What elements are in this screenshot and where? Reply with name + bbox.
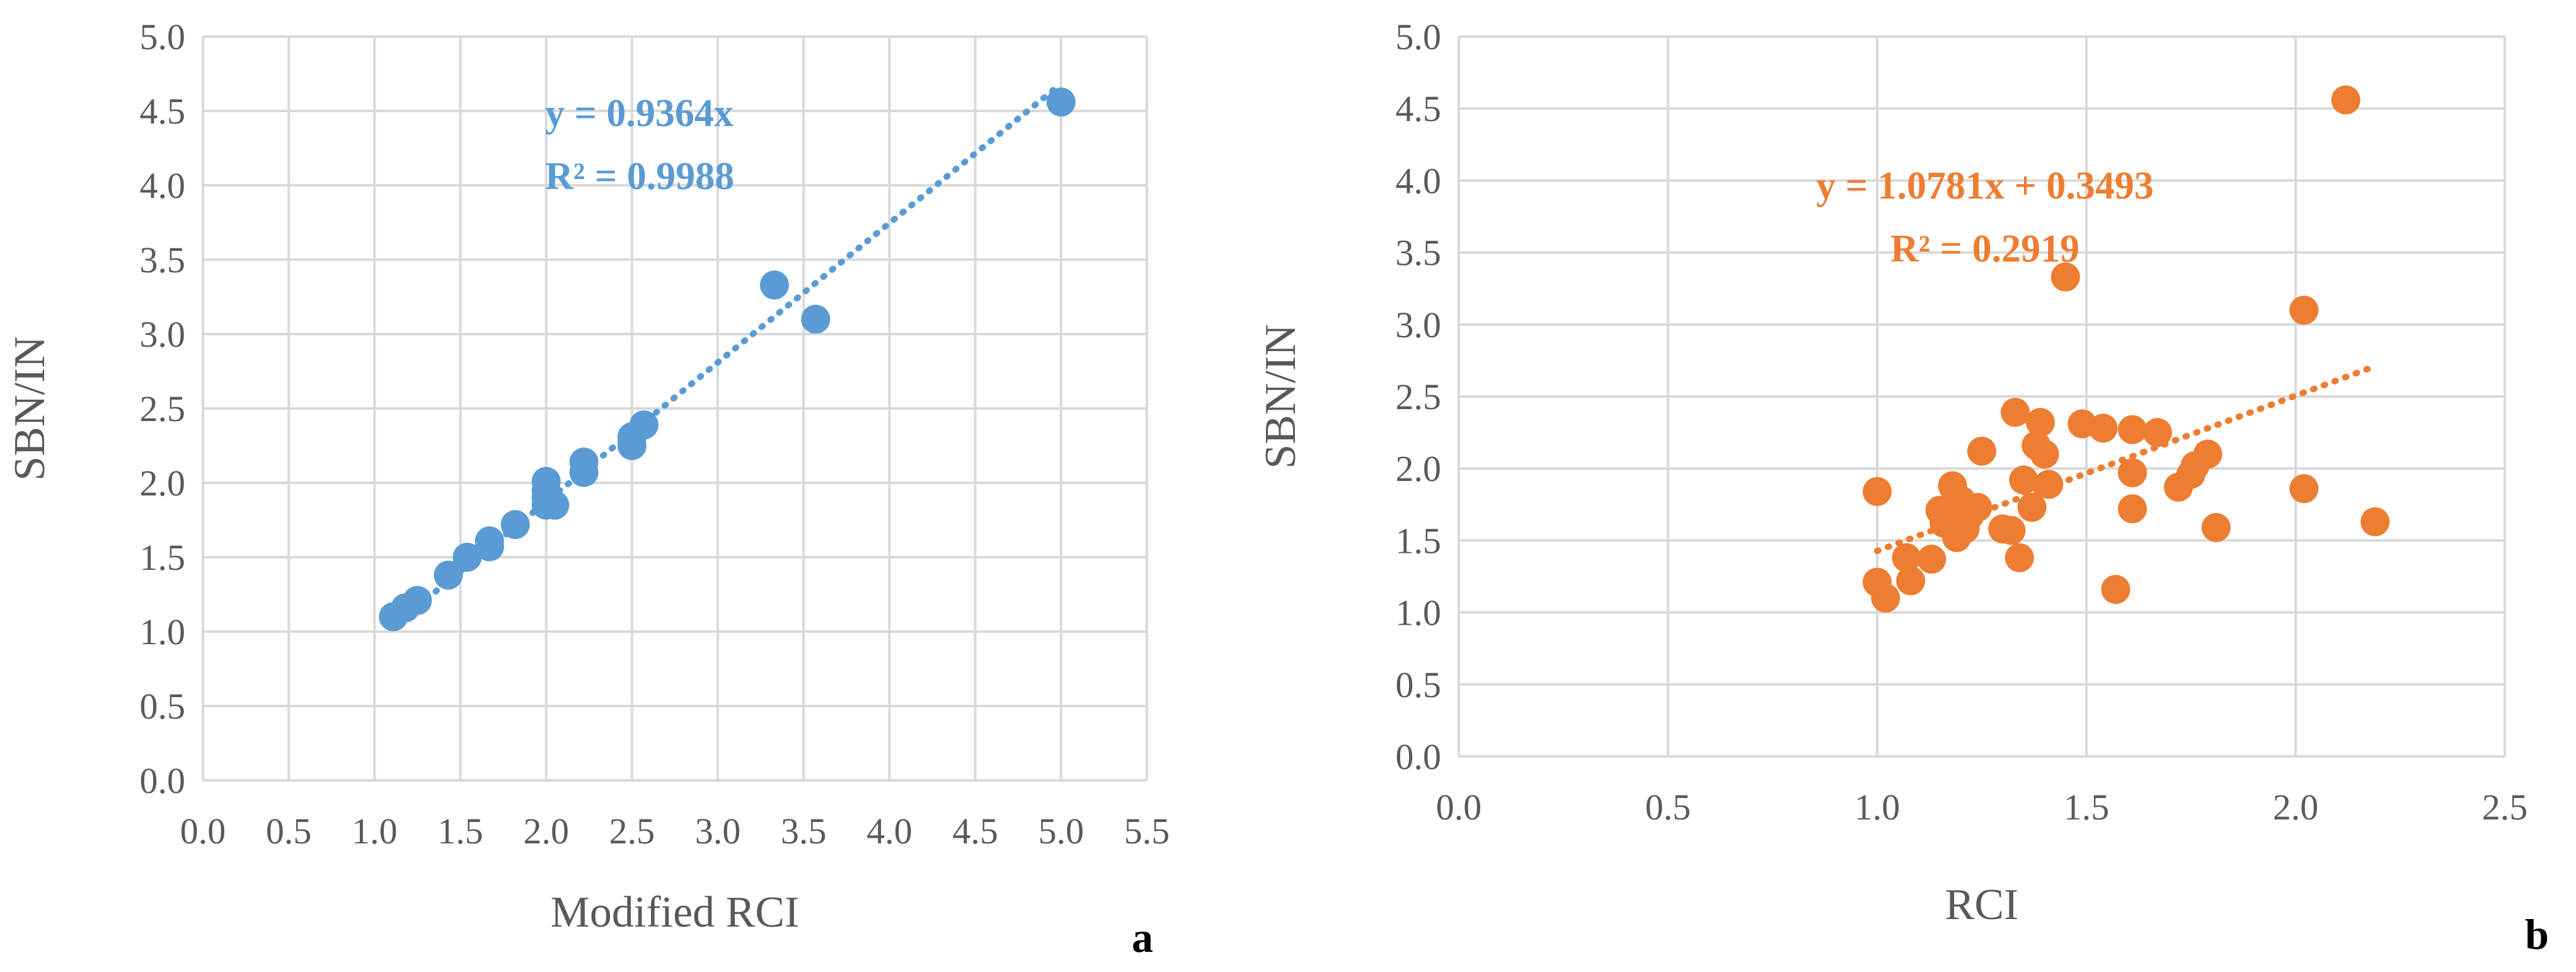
- trendline: [388, 81, 1064, 630]
- data-point: [2009, 465, 2038, 495]
- data-point: [2193, 439, 2222, 469]
- x-tick-label: 1.5: [437, 811, 483, 852]
- y-tick-label: 4.5: [1396, 88, 1442, 129]
- y-tick-label: 2.0: [1396, 448, 1442, 489]
- y-axis-title: SBN/IN: [1256, 324, 1305, 468]
- x-tick-label: 2.0: [2273, 787, 2319, 828]
- data-point: [434, 560, 463, 590]
- x-tick-label: 1.0: [352, 811, 398, 852]
- x-tick-label: 4.0: [866, 811, 912, 852]
- x-tick-label: 1.0: [1854, 787, 1900, 828]
- data-point: [629, 410, 658, 439]
- r-squared-label: R² = 0.2919: [1890, 228, 2079, 270]
- data-point: [500, 510, 530, 540]
- x-tick-label: 5.0: [1038, 811, 1084, 852]
- regression-equation: y = 0.9364x: [545, 92, 733, 135]
- x-axis-title: Modified RCI: [551, 888, 800, 937]
- data-point: [2201, 512, 2231, 542]
- y-tick-label: 3.5: [140, 240, 186, 281]
- data-point: [2034, 470, 2064, 499]
- r-squared-label: R² = 0.9988: [545, 155, 734, 198]
- data-point: [759, 270, 789, 300]
- data-point: [2030, 439, 2059, 469]
- data-point: [1896, 566, 1926, 596]
- y-tick-label: 5.0: [140, 16, 186, 57]
- y-axis-title: SBN/IN: [6, 336, 54, 480]
- y-tick-label: 4.0: [1396, 160, 1442, 201]
- x-axis-title: RCI: [1945, 881, 2019, 929]
- data-point: [2289, 474, 2319, 504]
- data-point: [540, 490, 570, 520]
- data-point: [452, 543, 482, 572]
- data-point: [2118, 494, 2148, 524]
- data-point: [1917, 545, 1946, 574]
- data-point: [2101, 575, 2130, 605]
- x-tick-label: 0.0: [1436, 787, 1482, 828]
- data-point: [2025, 408, 2055, 437]
- panel-letter: b: [2525, 910, 2549, 958]
- data-point: [1963, 492, 1992, 522]
- data-point: [1996, 516, 2026, 545]
- data-point: [2289, 295, 2319, 325]
- x-tick-label: 4.5: [952, 811, 998, 852]
- data-point: [2050, 262, 2080, 292]
- data-point: [531, 466, 561, 496]
- data-point: [2088, 414, 2118, 443]
- x-tick-label: 0.0: [180, 811, 226, 852]
- y-tick-label: 2.0: [140, 463, 186, 504]
- data-point: [1046, 87, 1076, 117]
- regression-equation: y = 1.0781x + 0.3493: [1816, 165, 2154, 207]
- data-point: [2331, 85, 2360, 115]
- data-point: [2017, 492, 2047, 522]
- y-tick-label: 4.5: [140, 91, 186, 132]
- y-tick-label: 5.0: [1396, 16, 1442, 57]
- chart-panel-a: 0.0 0.5 1.0 1.5 2.0 2.5 3.0 3.5 4.0 4.5 5.0 0.0 0.5 1…: [6, 16, 1170, 961]
- y-tick-label: 0.0: [1396, 736, 1442, 777]
- data-point: [1967, 436, 1996, 466]
- y-tick-label: 2.5: [140, 388, 186, 429]
- data-point: [2142, 418, 2172, 448]
- y-tick-label: 2.5: [1396, 376, 1442, 417]
- data-point: [1892, 543, 1921, 572]
- data-point: [1871, 583, 1900, 613]
- data-point: [2118, 415, 2148, 444]
- data-point: [2004, 543, 2034, 572]
- y-tick-label: 1.5: [140, 537, 186, 578]
- y-tick-label: 4.0: [140, 165, 186, 206]
- y-tick-label: 3.0: [140, 314, 186, 355]
- panel-letter: a: [1132, 913, 1153, 961]
- data-point: [2118, 458, 2148, 488]
- y-tick-label: 3.5: [1396, 233, 1442, 274]
- x-tick-label: 2.5: [2482, 787, 2528, 828]
- data-point: [474, 526, 504, 556]
- x-tick-label: 1.5: [2064, 787, 2110, 828]
- data-point: [2360, 507, 2390, 536]
- x-tick-label: 3.5: [781, 811, 827, 852]
- y-tick-label: 1.5: [1396, 520, 1442, 561]
- x-tick-label: 2.5: [609, 811, 655, 852]
- data-point: [2001, 398, 2030, 427]
- data-point: [1863, 477, 1892, 506]
- chart-panel-b: 0.0 0.5 1.0 1.5 2.0 2.5 3.0 3.5 4.0 4.5 5.0 0.0 0.5 1…: [1256, 16, 2549, 958]
- data-point: [403, 586, 432, 615]
- y-tick-label: 3.0: [1396, 304, 1442, 345]
- y-tick-label: 0.0: [140, 760, 186, 801]
- x-tick-label: 3.0: [695, 811, 741, 852]
- x-tick-label: 0.5: [266, 811, 312, 852]
- x-tick-label: 2.0: [523, 811, 569, 852]
- x-tick-label: 5.5: [1124, 811, 1170, 852]
- data-point: [801, 304, 831, 334]
- y-tick-label: 1.0: [140, 611, 186, 652]
- y-tick-label: 1.0: [1396, 593, 1442, 634]
- y-tick-label: 0.5: [1396, 664, 1442, 705]
- y-tick-label: 0.5: [140, 686, 186, 727]
- x-tick-label: 0.5: [1645, 787, 1691, 828]
- data-point: [569, 447, 599, 477]
